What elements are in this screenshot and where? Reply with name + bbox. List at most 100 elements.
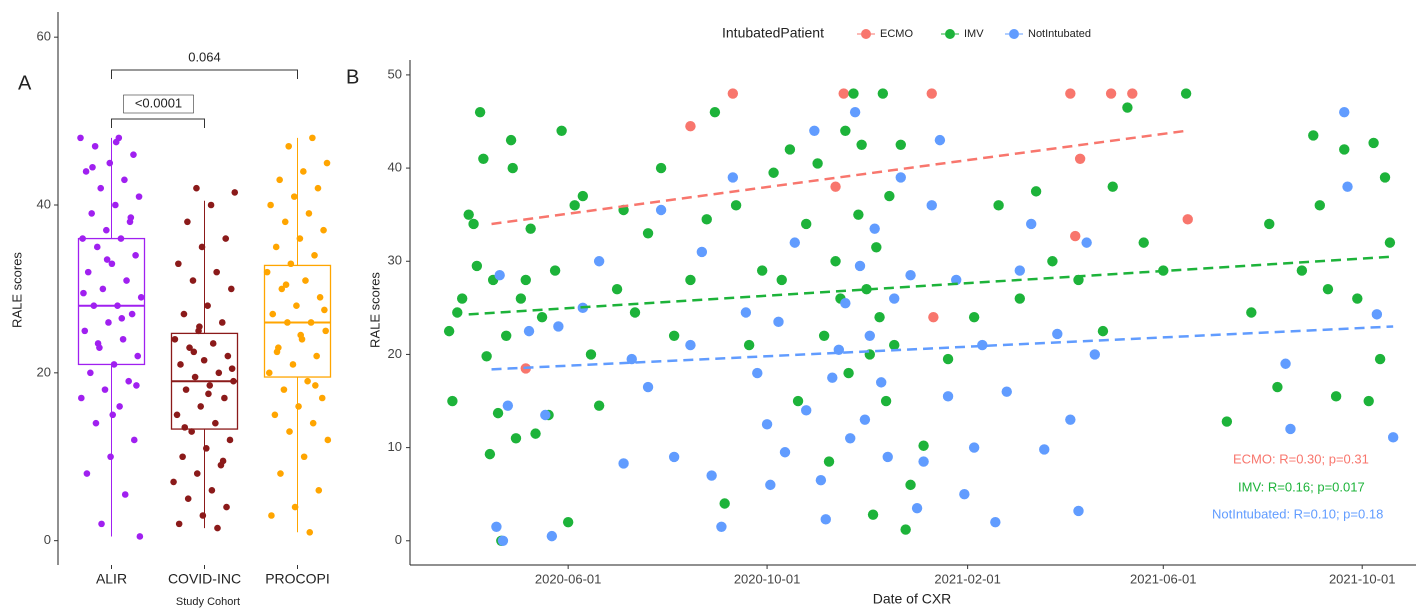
point xyxy=(497,535,509,546)
point xyxy=(840,125,851,137)
point xyxy=(911,502,923,514)
point xyxy=(324,436,332,444)
point xyxy=(874,311,885,323)
point xyxy=(655,162,667,174)
point xyxy=(318,394,326,402)
point xyxy=(108,260,116,268)
point xyxy=(756,265,768,276)
point xyxy=(107,453,114,461)
point xyxy=(895,139,906,150)
stat-annotation: ECMO: R=0.30; p=0.31 xyxy=(1233,451,1369,466)
point xyxy=(199,512,207,519)
point xyxy=(1246,307,1257,318)
point xyxy=(877,88,889,99)
point xyxy=(128,310,136,318)
point xyxy=(180,310,188,318)
point xyxy=(191,373,199,381)
point xyxy=(1221,416,1233,427)
point xyxy=(540,409,551,421)
point xyxy=(230,377,237,385)
legend-key xyxy=(1009,29,1019,39)
point xyxy=(184,495,192,503)
point xyxy=(685,274,696,286)
point xyxy=(696,246,708,258)
point xyxy=(314,184,322,192)
point xyxy=(313,352,320,360)
point xyxy=(773,316,784,328)
legend-label: IMV xyxy=(964,28,984,40)
point xyxy=(78,394,85,402)
point xyxy=(861,284,872,295)
point xyxy=(867,509,879,520)
point xyxy=(268,512,275,519)
point xyxy=(265,369,273,377)
point xyxy=(1322,284,1334,295)
point xyxy=(792,395,804,407)
point xyxy=(719,498,730,509)
y-tick-label: 0 xyxy=(44,532,51,547)
point xyxy=(179,453,186,461)
panel-label: A xyxy=(18,72,32,94)
point xyxy=(103,226,110,234)
point xyxy=(105,319,112,326)
point xyxy=(205,390,212,398)
comparison-label: <0.0001 xyxy=(135,95,182,110)
point xyxy=(1052,328,1063,340)
point xyxy=(130,436,138,444)
point xyxy=(231,189,239,196)
point xyxy=(291,503,299,511)
stat-annotation: NotIntubated: R=0.10; p=0.18 xyxy=(1212,506,1383,521)
point xyxy=(849,106,861,118)
point xyxy=(316,294,324,301)
point xyxy=(219,457,227,465)
point xyxy=(284,319,291,326)
point xyxy=(823,456,835,467)
point xyxy=(491,521,502,532)
point xyxy=(801,218,812,230)
point xyxy=(302,277,309,284)
point xyxy=(443,325,455,337)
point xyxy=(97,184,105,192)
point xyxy=(523,325,535,337)
point xyxy=(959,488,970,500)
point xyxy=(685,339,696,351)
y-tick-label: 60 xyxy=(37,29,51,44)
point xyxy=(926,88,937,99)
point xyxy=(830,181,841,192)
point xyxy=(507,162,518,174)
point xyxy=(1014,293,1025,304)
point xyxy=(880,395,892,407)
point xyxy=(761,419,773,430)
point xyxy=(1342,181,1353,192)
x-tick-label: 2021-06-01 xyxy=(1130,571,1197,586)
point xyxy=(222,235,230,242)
point xyxy=(730,200,742,211)
point xyxy=(809,125,820,137)
point xyxy=(312,382,319,389)
point xyxy=(112,201,119,209)
point xyxy=(127,214,135,221)
point xyxy=(977,339,988,351)
point xyxy=(267,201,274,209)
point xyxy=(289,361,297,368)
point xyxy=(214,524,221,532)
point xyxy=(92,419,100,427)
point xyxy=(1081,237,1092,248)
point xyxy=(642,228,654,239)
point xyxy=(106,159,114,167)
point xyxy=(101,386,109,393)
point xyxy=(1074,153,1086,164)
point xyxy=(93,243,101,251)
point xyxy=(1308,130,1319,141)
stat-annotation: IMV: R=0.16; p=0.017 xyxy=(1238,479,1365,494)
label-bg xyxy=(123,94,194,114)
point xyxy=(740,307,752,318)
point xyxy=(815,475,827,486)
point xyxy=(1105,88,1117,99)
point xyxy=(304,377,311,385)
point xyxy=(848,88,859,99)
point xyxy=(297,331,304,339)
point xyxy=(121,176,128,184)
point xyxy=(190,348,198,356)
point xyxy=(926,200,937,211)
